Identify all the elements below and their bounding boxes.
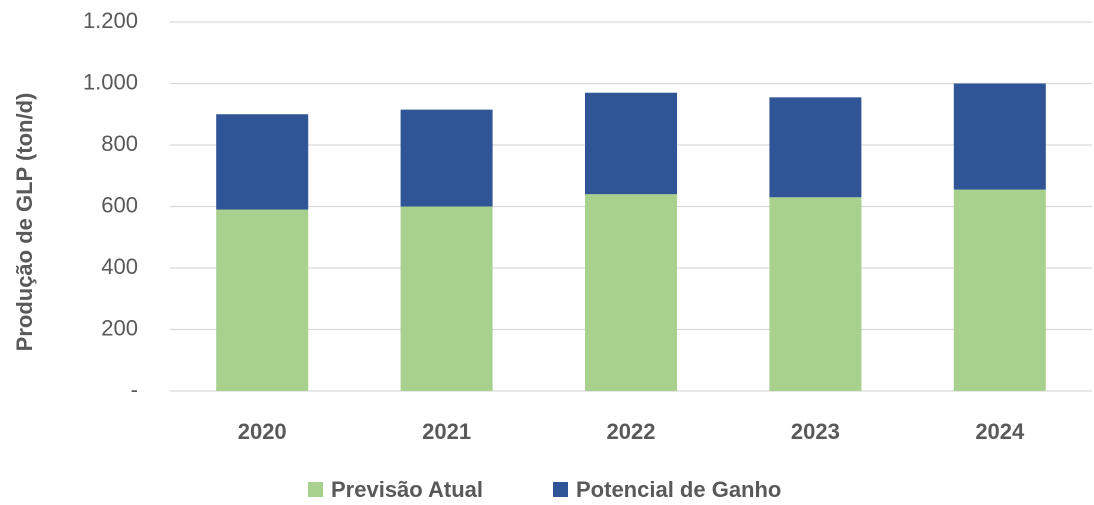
x-tick-label: 2024 [975, 419, 1025, 444]
y-tick-label: 800 [101, 131, 138, 156]
x-tick-label: 2022 [607, 419, 656, 444]
legend-label: Previsão Atual [331, 477, 483, 502]
y-tick-label: 1.000 [83, 69, 138, 94]
bar-segment [769, 197, 862, 391]
y-tick-label: 1.200 [83, 8, 138, 33]
bar-segment [216, 114, 309, 210]
legend-label: Potencial de Ganho [576, 477, 781, 502]
y-tick-label: 400 [101, 254, 138, 279]
legend-swatch [308, 482, 323, 497]
bar-segment [953, 83, 1046, 190]
bar-segment [953, 189, 1046, 391]
x-tick-label: 2021 [422, 419, 471, 444]
y-tick-label: 200 [101, 315, 138, 340]
bar-segment [400, 109, 493, 207]
bar-segment [400, 206, 493, 391]
bar-segment [216, 209, 309, 391]
x-tick-label: 2023 [791, 419, 840, 444]
y-tick-label: 600 [101, 192, 138, 217]
y-axis-title: Produção de GLP (ton/d) [12, 93, 37, 352]
bar-segment [585, 92, 677, 195]
legend-swatch [553, 482, 568, 497]
bar-segment [769, 97, 862, 198]
x-tick-label: 2020 [238, 419, 287, 444]
bar-segment [585, 194, 677, 391]
y-tick-label: - [131, 377, 138, 402]
